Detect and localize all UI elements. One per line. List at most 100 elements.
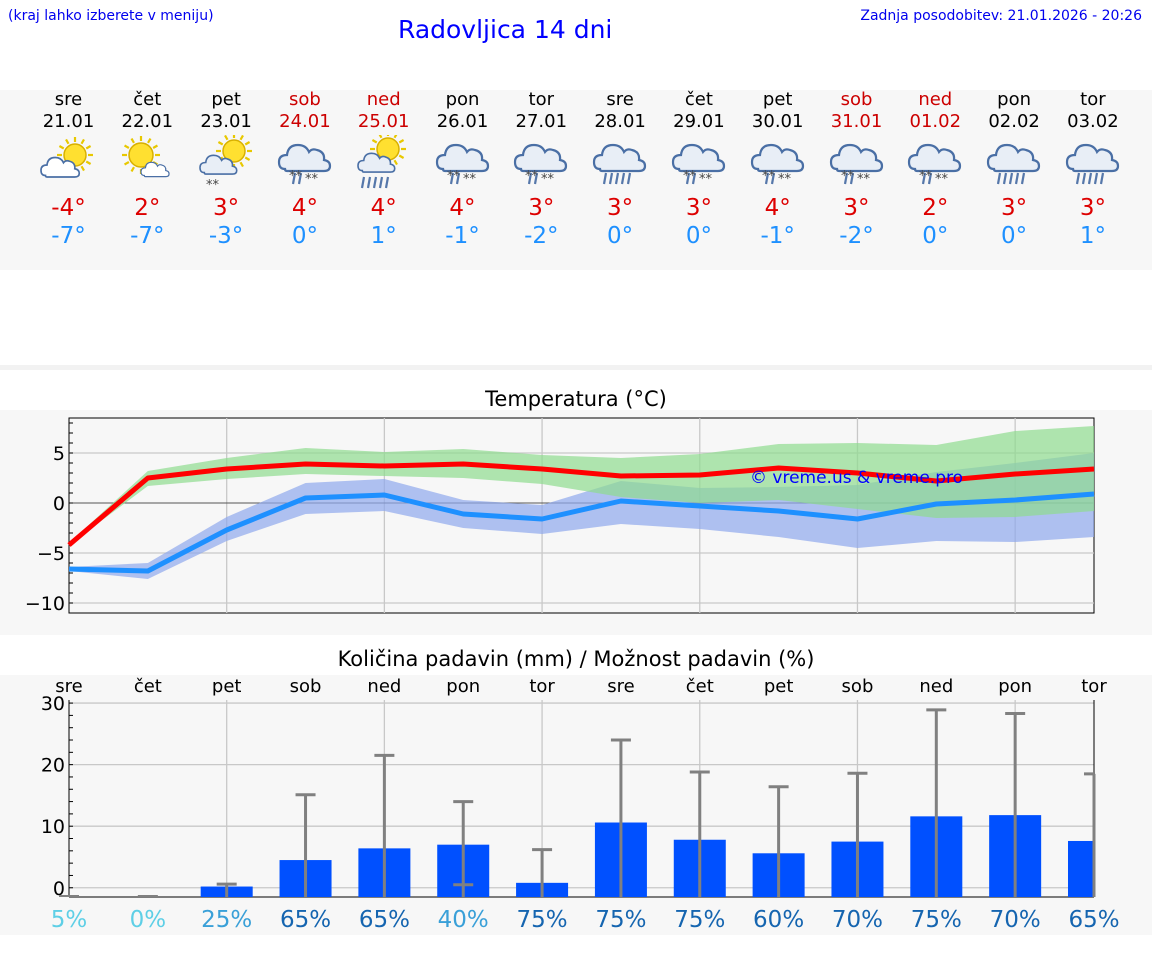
svg-text:**: ** <box>699 172 713 187</box>
day-name: pet <box>211 89 241 110</box>
day-column: pet 30.01 ** ** 4° -1° <box>739 89 817 250</box>
day-name: ned <box>918 89 953 110</box>
svg-text:**: ** <box>525 169 539 184</box>
precipitation-chart: 30 20 10 0 sre 5% čet 0% pet 25% sob 65% ned 65% pon 40… <box>41 676 1120 933</box>
temp-min: 0° <box>685 223 712 249</box>
tmin-line <box>68 491 1095 574</box>
x-category-label: ned <box>367 676 401 697</box>
y-tick-label: −5 <box>37 543 65 565</box>
y-tick-label: −10 <box>25 593 65 615</box>
temp-max: 3° <box>843 195 870 221</box>
temp-min: 0° <box>922 223 949 249</box>
svg-text:**: ** <box>857 172 871 187</box>
precip-probability: 70% <box>990 907 1041 933</box>
daily-forecast-strip: sre 21.01 -4° -7° čet 22.01 2° -7° pet 23.01 ** 3° -… <box>0 89 1152 270</box>
day-name: sob <box>840 89 873 110</box>
svg-text:**: ** <box>289 169 303 184</box>
temp-max: -4° <box>51 195 86 221</box>
day-name: tor <box>1080 89 1106 110</box>
temp-max: 4° <box>291 195 318 221</box>
cloud-sleet-icon: ** ** <box>671 143 725 187</box>
section-divider <box>0 365 1152 370</box>
x-category-label: pon <box>446 676 480 697</box>
temp-max: 4° <box>764 195 791 221</box>
precip-bar <box>1068 840 1094 897</box>
day-date: 03.02 <box>1067 111 1119 132</box>
day-column: ned 25.01 4° 1° <box>345 89 423 250</box>
svg-text:**: ** <box>541 172 555 187</box>
y-tick-label: 0 <box>53 878 65 900</box>
precip-probability: 75% <box>674 907 725 933</box>
sun-cloud-icon <box>39 137 93 178</box>
precip-probability: 65% <box>359 907 410 933</box>
temp-min: -1° <box>445 223 480 249</box>
x-category-label: sob <box>842 676 874 697</box>
day-column: sre 28.01 3° 0° <box>581 89 659 250</box>
day-name: pon <box>445 89 480 110</box>
svg-text:**: ** <box>683 169 697 184</box>
watermark: © vreme.us & vreme.pro <box>750 468 964 488</box>
day-date: 31.01 <box>830 111 883 132</box>
precip-probability: 75% <box>517 907 568 933</box>
precipitation-chart-title: Količina padavin (mm) / Možnost padavin … <box>337 647 815 671</box>
day-column: pon 02.02 3° 0° <box>975 89 1053 250</box>
cloud-sleet-icon: ** ** <box>829 143 883 187</box>
svg-text:**: ** <box>919 169 933 184</box>
svg-text:**: ** <box>841 169 855 184</box>
temp-max: 3° <box>213 195 240 221</box>
day-date: 30.01 <box>751 111 804 132</box>
day-name: ned <box>366 89 401 110</box>
sun-cloud-rain-icon <box>356 135 406 189</box>
temp-min: -2° <box>839 223 874 249</box>
day-name: čet <box>684 89 713 110</box>
temp-min: -7° <box>51 223 86 249</box>
svg-text:**: ** <box>447 169 461 184</box>
day-date: 24.01 <box>279 111 331 132</box>
sun-small-cloud-icon <box>122 136 170 178</box>
precip-probability: 65% <box>280 907 331 933</box>
temp-max: 2° <box>134 195 161 221</box>
day-date: 29.01 <box>673 111 725 132</box>
precip-probability: 25% <box>201 907 252 933</box>
tmin-spread-band <box>69 453 1094 579</box>
tmax-spread-band <box>69 426 1094 545</box>
x-category-label: pet <box>212 676 242 697</box>
day-date: 26.01 <box>436 111 489 132</box>
day-column: pon 26.01 ** ** 4° -1° <box>424 89 502 250</box>
cloud-rain-icon <box>986 143 1041 185</box>
day-date: 22.01 <box>121 111 174 132</box>
last-update: Zadnja posodobitev: 21.01.2026 - 20:26 <box>860 8 1142 24</box>
y-tick-label: 0 <box>53 493 65 515</box>
cloud-sleet-icon: ** ** <box>435 143 489 187</box>
temp-min: -3° <box>208 223 244 249</box>
cloud-sleet-icon: ** ** <box>514 143 568 187</box>
temp-max: 4° <box>449 195 476 221</box>
precip-probability: 0% <box>130 907 167 933</box>
x-category-label: sob <box>290 676 322 697</box>
cloud-sleet-icon: ** ** <box>908 143 962 187</box>
day-name: sre <box>54 89 83 110</box>
day-name: pon <box>997 89 1032 110</box>
day-date: 25.01 <box>357 111 410 132</box>
day-column: ned 01.02 ** ** 2° 0° <box>896 89 974 250</box>
x-category-label: čet <box>686 676 714 697</box>
precip-probability: 75% <box>595 907 646 933</box>
y-tick-label: 30 <box>41 693 65 715</box>
day-column: čet 29.01 ** ** 3° 0° <box>660 89 738 250</box>
day-column: čet 22.01 2° -7° <box>108 89 186 250</box>
x-category-label: sre <box>607 676 634 697</box>
x-category-label: pet <box>764 676 794 697</box>
temperature-chart-title: Temperatura (°C) <box>485 387 667 411</box>
temp-min: 0° <box>1001 223 1028 249</box>
page-title: Radovljica 14 dni <box>398 15 613 44</box>
x-category-label: čet <box>134 676 162 697</box>
location-menu-note: (kraj lahko izberete v meniju) <box>8 8 214 24</box>
temp-max: 3° <box>1001 195 1028 221</box>
day-column: sre 21.01 -4° -7° <box>30 89 108 250</box>
tmax-line <box>67 461 1095 547</box>
temp-min: 0° <box>607 223 634 249</box>
x-category-label: sre <box>55 676 82 697</box>
x-category-label: tor <box>1081 676 1107 697</box>
temp-max: 3° <box>607 195 634 221</box>
precip-probability: 70% <box>832 907 883 933</box>
